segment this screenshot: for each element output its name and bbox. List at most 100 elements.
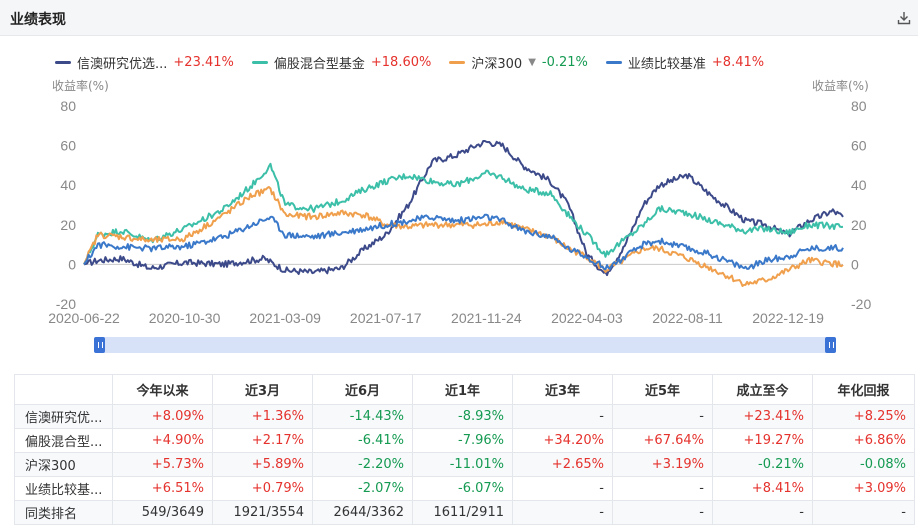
y-tick-label-left: 20 (60, 217, 76, 233)
table-header-row: 今年以来 近3月 近6月 近1年 近3年 近5年 成立至今 年化回报 (14, 374, 915, 405)
column-header: 近6月 (312, 374, 413, 405)
y-tick-label-right: 80 (851, 98, 867, 114)
x-tick-label: 2021-11-24 (451, 310, 522, 326)
table-cell: +2.17% (212, 428, 313, 453)
table-cell: - (512, 500, 613, 525)
table-cell: 1611/2911 (412, 500, 513, 525)
legend-value: +23.41% (173, 54, 234, 70)
series-line (83, 186, 844, 287)
y-tick-label-right: 20 (851, 217, 867, 233)
table-cell: +8.41% (712, 476, 813, 501)
table-cell: - (612, 404, 713, 429)
table-cell: +6.51% (112, 476, 213, 501)
legend-value: +8.41% (711, 54, 765, 70)
legend-item[interactable]: 偏股混合型基金 +18.60% (251, 53, 432, 72)
table-cell: +8.25% (812, 404, 915, 429)
date-range-slider[interactable] (94, 337, 836, 353)
column-header: 成立至今 (712, 374, 813, 405)
table-row: 同类排名 549/3649 1921/3554 2644/3362 1611/2911-… (14, 500, 915, 525)
column-header: 年化回报 (812, 374, 915, 405)
table-cell: -0.08% (812, 452, 915, 477)
table-cell: -2.07% (312, 476, 413, 501)
table-row: 信澳研究优... +8.09% +1.36% -14.43% -8.93% - - +23.4… (14, 404, 915, 429)
table-cell: +67.64% (612, 428, 713, 453)
table-cell: +8.09% (112, 404, 213, 429)
row-label: 同类排名 (14, 500, 113, 525)
chart-legend: 信澳研究优选... +23.41% 偏股混合型基金 +18.60% 沪深300 ▼ -0.2… (55, 52, 782, 72)
table-row: 偏股混合型... +4.90% +2.17% -6.41% -7.96% +34.20% +… (14, 428, 915, 453)
y-tick-label-right: 60 (851, 138, 867, 154)
dropdown-arrow-icon[interactable]: ▼ (528, 56, 536, 68)
row-label: 沪深300 (14, 452, 113, 477)
table-cell: +6.86% (812, 428, 915, 453)
table-cell: +1.36% (212, 404, 313, 429)
x-tick-label: 2022-08-11 (652, 310, 723, 326)
table-cell: +3.09% (812, 476, 915, 501)
table-cell: - (512, 476, 613, 501)
series-line (83, 140, 844, 277)
table-cell: +19.27% (712, 428, 813, 453)
row-label: 业绩比较基... (14, 476, 113, 501)
table-cell: -6.07% (412, 476, 513, 501)
series-line (83, 213, 844, 271)
table-cell: +0.79% (212, 476, 313, 501)
legend-name: 偏股混合型基金 (273, 56, 365, 72)
download-icon[interactable] (896, 10, 912, 26)
x-tick-label: 2021-07-17 (350, 310, 422, 326)
legend-swatch (605, 60, 622, 64)
table-cell: +5.73% (112, 452, 213, 477)
table-cell: 1921/3554 (212, 500, 313, 525)
x-tick-label: 2020-06-22 (48, 310, 120, 326)
legend-value: -0.21% (541, 54, 588, 70)
panel-header: 业绩表现 (0, 0, 918, 36)
table-cell: -2.20% (312, 452, 413, 477)
table-cell: - (812, 500, 915, 525)
x-tick-label: 2022-04-03 (551, 310, 623, 326)
table-row: 沪深300 +5.73% +5.89% -2.20% -11.01% +2.65% +3.1… (14, 452, 915, 477)
legend-item[interactable]: 沪深300 ▼ -0.21% (449, 53, 588, 72)
legend-value: +18.60% (370, 54, 432, 70)
legend-name: 沪深300 (471, 56, 523, 72)
column-header: 近3月 (212, 374, 313, 405)
y-tick-label-right: 40 (851, 177, 867, 193)
legend-item[interactable]: 信澳研究优选... +23.41% (55, 53, 234, 72)
y-tick-label-left: 40 (60, 177, 76, 193)
column-header (14, 374, 113, 405)
slider-handle-end[interactable] (825, 337, 836, 353)
x-tick-label: 2020-10-30 (149, 310, 221, 326)
column-header: 近5年 (612, 374, 713, 405)
table-cell: - (612, 500, 713, 525)
x-tick-label: 2022-12-19 (752, 310, 824, 326)
y-tick-label-left: 80 (60, 98, 76, 114)
y-axis-label-right: 收益率(%) (812, 79, 869, 93)
y-tick-label-left: 0 (68, 256, 76, 272)
row-label: 偏股混合型... (14, 428, 113, 453)
legend-item[interactable]: 业绩比较基准 +8.41% (605, 53, 765, 72)
panel-title: 业绩表现 (10, 12, 66, 28)
slider-handle-start[interactable] (94, 337, 105, 353)
column-header: 近1年 (412, 374, 513, 405)
legend-swatch (55, 60, 71, 64)
performance-table: 今年以来 近3月 近6月 近1年 近3年 近5年 成立至今 年化回报 信澳研究优... +8.0… (14, 374, 915, 525)
table-cell: -7.96% (412, 428, 513, 453)
table-cell: +34.20% (512, 428, 613, 453)
table-cell: +2.65% (512, 452, 613, 477)
y-tick-label-left: 60 (60, 138, 76, 154)
series-line (83, 162, 844, 265)
table-cell: +5.89% (212, 452, 313, 477)
table-cell: - (712, 500, 813, 525)
table-cell: +4.90% (112, 428, 213, 453)
table-cell: -6.41% (312, 428, 413, 453)
table-body: 信澳研究优... +8.09% +1.36% -14.43% -8.93% - - +23.4… (14, 404, 915, 525)
y-tick-label-right: -20 (851, 296, 871, 312)
y-axis-label-left: 收益率(%) (52, 79, 109, 93)
table-cell: 549/3649 (112, 500, 213, 525)
table-cell: -11.01% (412, 452, 513, 477)
row-label: 信澳研究优... (14, 404, 113, 429)
y-tick-label-right: 0 (851, 256, 859, 272)
column-header: 近3年 (512, 374, 613, 405)
table-cell: -14.43% (312, 404, 413, 429)
x-tick-label: 2021-03-09 (249, 310, 321, 326)
